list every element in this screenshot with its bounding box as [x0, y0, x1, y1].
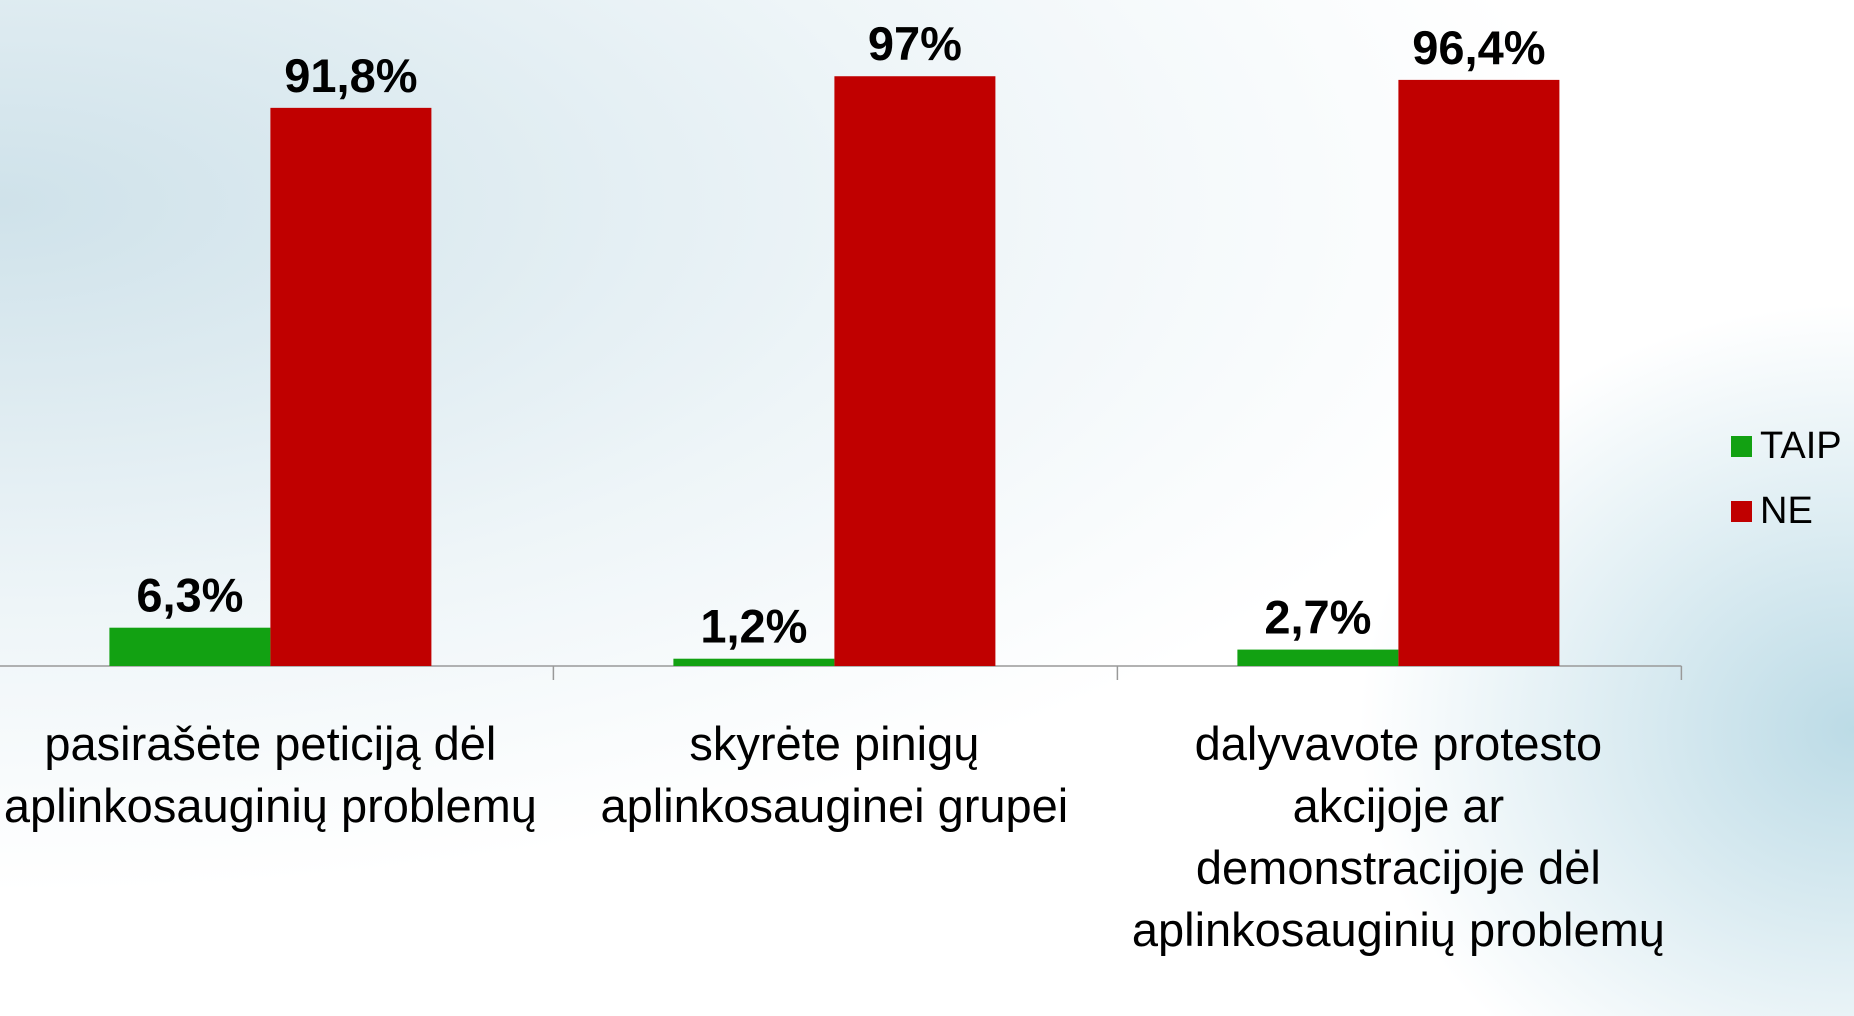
value-label: 96,4% [1412, 21, 1545, 74]
value-label: 6,3% [136, 569, 243, 622]
x-tick-label: skyrėte pinigų aplinkosauginei grupei [600, 717, 1069, 832]
value-label: 97% [868, 17, 962, 70]
value-label: 2,7% [1264, 591, 1371, 644]
x-tick-label: pasirašėte peticiją dėl aplinkosauginių … [3, 717, 537, 832]
value-label: 1,2% [700, 600, 807, 653]
legend-swatch [1731, 436, 1752, 457]
bar [1237, 649, 1399, 666]
value-label: 91,8% [284, 49, 417, 102]
x-tick-label: dalyvavote protesto akcijoje ar demonstr… [1131, 717, 1665, 956]
legend-label: NE [1760, 490, 1813, 532]
bar [1398, 79, 1560, 666]
bar [834, 76, 996, 667]
legend-swatch [1731, 501, 1752, 522]
bar [270, 107, 432, 666]
bar [109, 627, 271, 666]
bar [673, 658, 835, 666]
legend-label: TAIP [1760, 425, 1842, 467]
